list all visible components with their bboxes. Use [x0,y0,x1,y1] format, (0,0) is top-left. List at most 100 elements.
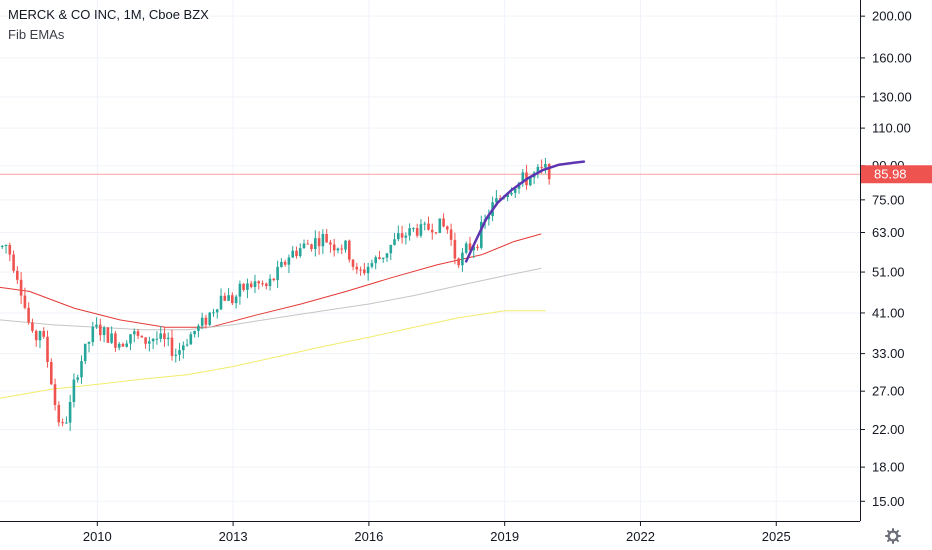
candle-up[interactable] [148,341,151,344]
candle-up[interactable] [389,244,393,254]
candle-up[interactable] [521,172,525,183]
candle-up[interactable] [227,295,230,301]
candle-up[interactable] [38,331,42,341]
candle-down[interactable] [476,246,479,248]
candle-down[interactable] [295,250,298,257]
candle-down[interactable] [114,333,117,348]
candle-up[interactable] [423,223,426,225]
candle-up[interactable] [397,233,400,240]
candle-up[interactable] [151,338,155,342]
candle-down[interactable] [163,333,166,340]
candle-up[interactable] [83,343,87,362]
candle-down[interactable] [415,228,419,236]
candle-up[interactable] [219,295,223,310]
candle-down[interactable] [265,283,268,286]
candle-up[interactable] [65,422,68,424]
candle-up[interactable] [280,261,283,267]
candle-down[interactable] [144,337,147,344]
candle-up[interactable] [461,252,464,266]
candle-down[interactable] [42,331,45,337]
candle-up[interactable] [117,343,121,348]
candle-down[interactable] [351,259,355,267]
candle-up[interactable] [287,257,291,265]
candle-down[interactable] [261,283,264,285]
candle-up[interactable] [174,354,178,356]
candle-up[interactable] [385,253,389,258]
candle-up[interactable] [513,188,517,193]
drawing-layer[interactable] [464,160,586,263]
candle-down[interactable] [12,254,15,271]
candle-up[interactable] [487,216,491,220]
candle-down[interactable] [53,384,57,405]
candle-down[interactable] [457,258,460,266]
candle-up[interactable] [544,164,547,168]
candle-up[interactable] [253,281,257,287]
candle-up[interactable] [234,296,238,304]
candle-up[interactable] [4,245,8,246]
candle-down[interactable] [359,269,362,271]
candle-down[interactable] [31,322,34,331]
candle-down[interactable] [363,269,366,274]
candle-up[interactable] [197,325,200,331]
candle-down[interactable] [23,295,27,308]
candle-up[interactable] [366,266,370,274]
candle-up[interactable] [510,193,513,195]
candle-down[interactable] [34,330,38,341]
candle-down[interactable] [57,405,61,423]
candle-down[interactable] [170,337,174,356]
candle-down[interactable] [540,166,543,168]
candle-up[interactable] [370,263,374,267]
candle-down[interactable] [272,278,276,281]
candle-up[interactable] [472,246,475,251]
candle-down[interactable] [547,164,551,180]
candle-up[interactable] [189,334,193,345]
candle-down[interactable] [332,244,336,251]
candle-down[interactable] [8,245,12,255]
candle-up[interactable] [200,317,204,326]
candle-down[interactable] [140,335,144,338]
candle-up[interactable] [129,334,132,344]
candle-up[interactable] [72,379,76,402]
candle-down[interactable] [257,281,260,284]
candle-down[interactable] [19,279,23,296]
candle-up[interactable] [393,239,396,245]
candle-up[interactable] [321,234,325,247]
candle-up[interactable] [208,312,211,325]
candle-down[interactable] [242,283,245,290]
candle-down[interactable] [325,234,328,243]
candle-up[interactable] [212,312,215,314]
candle-up[interactable] [302,243,306,249]
candle-up[interactable] [536,166,540,173]
candle-up[interactable] [125,343,128,347]
candle-up[interactable] [185,344,189,346]
candle-down[interactable] [283,261,287,265]
candle-down[interactable] [16,270,19,280]
candle-down[interactable] [355,266,359,270]
candle-up[interactable] [268,278,272,286]
candle-down[interactable] [468,243,472,251]
candle-down[interactable] [442,218,445,227]
candle-up[interactable] [404,235,408,238]
candle-up[interactable] [155,338,159,340]
candle-up[interactable] [374,257,377,264]
candle-up[interactable] [182,345,185,351]
candle-up[interactable] [193,330,196,335]
candle-down[interactable] [106,327,110,343]
candle-up[interactable] [110,333,113,343]
candle-down[interactable] [449,229,453,240]
candle-down[interactable] [310,244,313,249]
candle-up[interactable] [238,283,242,297]
candle-up[interactable] [506,194,509,197]
candle-up[interactable] [87,342,91,344]
indicator-label[interactable]: Fib EMAs [8,27,65,42]
candle-up[interactable] [419,224,423,236]
candle-up[interactable] [178,350,181,355]
curve-drawing[interactable] [464,160,586,263]
candle-up[interactable] [276,266,279,281]
candle-down[interactable] [204,317,208,325]
candle-down[interactable] [430,229,434,233]
candle-up[interactable] [495,198,498,203]
candle-down[interactable] [329,242,332,245]
candle-up[interactable] [133,331,136,335]
